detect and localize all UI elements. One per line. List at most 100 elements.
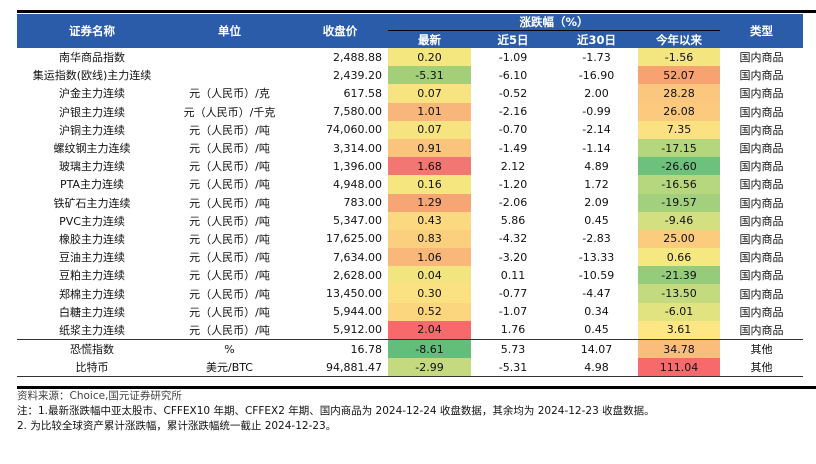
cell-ytd: -9.46 xyxy=(638,211,720,230)
cell-ytd: -13.50 xyxy=(638,284,720,303)
col-latest: 最新 xyxy=(388,30,471,48)
cell-d30: 2.09 xyxy=(584,196,609,210)
table-row: 纸浆主力连续 元（人民币）/吨 5,912.00 2.04 1.76 0.45 3.61 国内… xyxy=(17,320,803,340)
cell-unit: 元（人民币）/吨 xyxy=(189,178,270,192)
cell-ytd: 52.07 xyxy=(638,66,720,85)
cell-type: 国内商品 xyxy=(739,142,784,156)
cell-d5: -1.09 xyxy=(498,50,528,64)
cell-d30: 0.45 xyxy=(584,214,609,228)
cell-d5: -1.49 xyxy=(498,141,528,155)
cell-d30: -2.83 xyxy=(582,232,611,246)
market-table: 证券名称 单位 收盘价 涨跌幅（%） 类型 最新 近5日 近30日 今年以来 南… xyxy=(17,14,803,378)
cell-type: 国内商品 xyxy=(739,160,784,174)
cell-close: 5,912.00 xyxy=(333,323,382,337)
cell-ytd: -1.56 xyxy=(638,48,720,67)
cell-unit: 元（人民币）/吨 xyxy=(189,196,270,210)
table-row: 橡胶主力连续 元（人民币）/吨 17,625.00 0.83 -4.32 -2.83 25.… xyxy=(17,229,803,249)
cell-close: 74,060.00 xyxy=(326,123,382,137)
source-note: 资料来源：Choice,国元证券研究所 xyxy=(17,390,182,402)
table-row: 豆油主力连续 元（人民币）/吨 7,634.00 1.06 -3.20 -13.33 0.6… xyxy=(17,248,803,267)
table-row: 郑棉主力连续 元（人民币）/吨 13,450.00 0.30 -0.77 -4.47 -13… xyxy=(17,284,803,303)
cell-d5: -4.32 xyxy=(498,232,528,246)
cell-type: 国内商品 xyxy=(739,251,784,265)
col-ytd: 今年以来 xyxy=(638,30,720,48)
table-row: 集运指数(欧线)主力连续 2,439.20 -5.31 -6.10 -16.90 52.0… xyxy=(17,66,803,85)
cell-unit: 元（人民币）/吨 xyxy=(189,232,270,246)
cell-type: 国内商品 xyxy=(739,305,784,319)
cell-ytd: -19.57 xyxy=(638,193,720,212)
cell-latest: 0.07 xyxy=(388,84,471,103)
cell-ytd: 7.35 xyxy=(638,120,720,139)
cell-ytd: 0.66 xyxy=(638,248,720,267)
top-rule xyxy=(17,10,816,13)
cell-d30: -16.90 xyxy=(578,68,615,82)
cell-name: PVC主力连续 xyxy=(59,214,125,228)
table-row: 玻璃主力连续 元（人民币）/吨 1,396.00 1.68 2.12 4.89 -26.60… xyxy=(17,157,803,176)
col-name: 证券名称 xyxy=(17,14,167,48)
cell-unit: % xyxy=(167,339,292,359)
cell-name: 橡胶主力连续 xyxy=(59,232,125,246)
cell-name: 玻璃主力连续 xyxy=(59,160,125,174)
cell-latest: 0.07 xyxy=(388,120,471,139)
cell-close: 7,634.00 xyxy=(333,250,382,264)
cell-ytd: -6.01 xyxy=(638,302,720,321)
cell-d5: 2.12 xyxy=(500,159,526,173)
cell-d5: -0.77 xyxy=(498,287,528,301)
table-row: 沪金主力连续 元（人民币）/克 617.58 0.07 -0.52 2.00 28.28 国内… xyxy=(17,84,803,103)
cell-d5: -1.20 xyxy=(498,177,528,191)
cell-d5: -0.52 xyxy=(498,86,528,100)
cell-close: 17,625.00 xyxy=(326,232,382,246)
cell-close: 4,948.00 xyxy=(333,177,382,191)
cell-ytd: 28.28 xyxy=(638,84,720,103)
cell-type: 国内商品 xyxy=(739,105,784,119)
cell-unit: 元（人民币）/吨 xyxy=(189,214,270,228)
cell-unit: 元（人民币）/吨 xyxy=(189,251,270,265)
cell-type: 国内商品 xyxy=(739,214,784,228)
cell-d30: -10.59 xyxy=(578,268,615,282)
cell-name: 南华商品指数 xyxy=(59,51,125,65)
table-row: 南华商品指数 2,488.88 0.20 -1.09 -1.73 -1.56 国内商品 xyxy=(17,48,803,67)
table-row: 沪银主力连续 元（人民币）/千克 7,580.00 1.01 -2.16 -0.99 26.… xyxy=(17,102,803,121)
cell-ytd: -26.60 xyxy=(638,157,720,176)
cell-latest: -2.99 xyxy=(388,358,471,378)
cell-type: 国内商品 xyxy=(739,287,784,301)
cell-close: 1,396.00 xyxy=(333,159,382,173)
cell-latest: 0.52 xyxy=(388,302,471,321)
cell-d30: 2.00 xyxy=(584,86,609,100)
table-row: PTA主力连续 元（人民币）/吨 4,948.00 0.16 -1.20 1.72 -16.… xyxy=(17,175,803,194)
cell-d30: 1.72 xyxy=(584,177,609,191)
cell-close: 2,439.20 xyxy=(333,68,382,82)
cell-d5: -3.20 xyxy=(498,250,528,264)
cell-latest: 0.91 xyxy=(388,138,471,158)
table-row: 螺纹钢主力连续 元（人民币）/吨 3,314.00 0.91 -1.49 -1.14 -17… xyxy=(17,138,803,158)
cell-d5: 5.73 xyxy=(471,339,555,359)
col-close: 收盘价 xyxy=(292,14,388,48)
cell-type: 其他 xyxy=(720,339,803,359)
cell-d30: -2.14 xyxy=(582,123,611,137)
cell-close: 13,450.00 xyxy=(326,287,382,301)
col-change-group: 涨跌幅（%） xyxy=(388,14,720,31)
cell-unit: 元（人民币）/吨 xyxy=(189,269,270,283)
cell-close: 3,314.00 xyxy=(333,141,382,155)
cell-d30: -0.99 xyxy=(582,105,611,119)
cell-name: 铁矿石主力连续 xyxy=(53,196,131,210)
cell-d5: -6.10 xyxy=(498,68,528,82)
cell-d5: -0.70 xyxy=(498,123,528,137)
cell-latest: 1.68 xyxy=(388,157,471,176)
cell-d30: 14.07 xyxy=(555,339,638,359)
cell-unit: 元（人民币）/吨 xyxy=(189,123,270,137)
cell-name: 白糖主力连续 xyxy=(59,305,125,319)
cell-latest: 0.16 xyxy=(388,175,471,194)
cell-unit: 元（人民币）/吨 xyxy=(189,287,270,301)
cell-unit xyxy=(167,66,292,84)
cell-ytd: -17.15 xyxy=(638,138,720,158)
cell-unit: 元（人民币）/吨 xyxy=(189,160,270,174)
cell-name: 豆油主力连续 xyxy=(59,251,125,265)
cell-ytd: 25.00 xyxy=(638,229,720,249)
cell-unit: 元（人民币）/千克 xyxy=(183,105,276,119)
cell-d30: 0.34 xyxy=(584,305,609,319)
col-unit: 单位 xyxy=(167,14,292,48)
cell-d30: 0.45 xyxy=(584,323,609,337)
cell-ytd: 26.08 xyxy=(638,102,720,121)
col-d30: 近30日 xyxy=(555,30,638,48)
